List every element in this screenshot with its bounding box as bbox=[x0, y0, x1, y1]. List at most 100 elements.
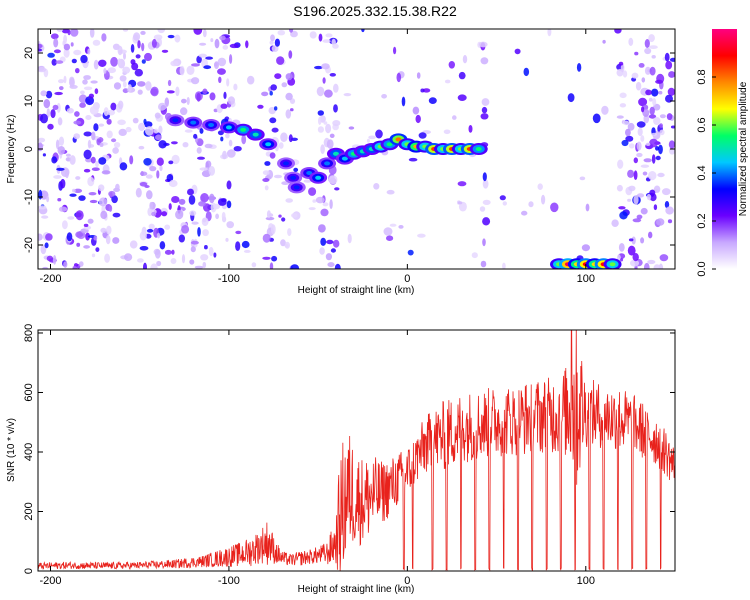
heatmap-noise-cell bbox=[270, 224, 276, 235]
heatmap-noise-cell bbox=[73, 120, 82, 125]
heatmap-noise-cell bbox=[632, 218, 642, 223]
spectrogram-signal-track bbox=[166, 114, 622, 269]
heatmap-noise-cell bbox=[482, 172, 487, 182]
heatmap-noise-cell bbox=[308, 207, 316, 211]
heatmap-noise-cell bbox=[478, 41, 488, 48]
signal-core bbox=[252, 132, 259, 137]
heatmap-noise-cell bbox=[227, 96, 235, 105]
heatmap-noise-cell bbox=[640, 164, 650, 168]
heatmap-noise-cell bbox=[482, 199, 491, 205]
heatmap-noise-cell bbox=[156, 170, 160, 179]
heatmap-noise-cell bbox=[329, 133, 335, 138]
heatmap-noise-cell bbox=[156, 232, 161, 239]
heatmap-noise-cell bbox=[117, 45, 123, 56]
heatmap-noise-cell bbox=[112, 147, 119, 154]
heatmap-noise-cell bbox=[269, 40, 274, 45]
heatmap-noise-cell bbox=[178, 234, 185, 243]
heatmap-noise-cell bbox=[333, 83, 339, 93]
heatmap-noise-cell bbox=[119, 162, 128, 171]
heatmap-noise-cell bbox=[83, 86, 93, 91]
heatmap-noise-cell bbox=[221, 211, 226, 221]
heatmap-noise-cell bbox=[85, 115, 92, 120]
heatmap-noise-cell bbox=[422, 88, 431, 93]
heatmap-noise-cell bbox=[225, 133, 230, 139]
heatmap-noise-cell bbox=[628, 143, 635, 149]
heatmap-noise-cell bbox=[87, 218, 94, 224]
heatmap-noise-cell bbox=[175, 209, 184, 220]
heatmap-noise-cell bbox=[636, 214, 643, 220]
spectrogram-noise bbox=[38, 29, 675, 269]
heatmap-noise-cell bbox=[318, 116, 322, 125]
heatmap-noise-cell bbox=[148, 223, 155, 230]
heatmap-noise-cell bbox=[198, 201, 207, 207]
heatmap-noise-cell bbox=[83, 75, 91, 80]
heatmap-noise-cell bbox=[44, 242, 49, 249]
snr-y-ticks: 0 200 400 600 800 bbox=[23, 324, 675, 574]
heatmap-noise-cell bbox=[274, 174, 282, 179]
heatmap-noise-cell bbox=[139, 246, 149, 251]
heatmap-noise-cell bbox=[208, 246, 214, 257]
heatmap-noise-cell bbox=[619, 92, 627, 99]
heatmap-noise-cell bbox=[111, 195, 118, 204]
heatmap-noise-cell bbox=[145, 126, 154, 136]
heatmap-noise-cell bbox=[51, 156, 58, 164]
heatmap-noise-cell bbox=[655, 146, 659, 151]
snr-y-label: SNR (10 * v/v) bbox=[6, 418, 17, 482]
heatmap-noise-cell bbox=[190, 240, 199, 245]
heatmap-noise-cell bbox=[274, 38, 280, 47]
heatmap-noise-cell bbox=[502, 201, 507, 206]
heatmap-noise-cell bbox=[581, 244, 591, 252]
heatmap-noise-cell bbox=[662, 188, 671, 196]
heatmap-noise-cell bbox=[201, 170, 211, 178]
heatmap-noise-cell bbox=[46, 255, 54, 262]
heatmap-noise-cell bbox=[135, 187, 142, 198]
heatmap-noise-cell bbox=[106, 225, 112, 235]
heatmap-noise-cell bbox=[269, 91, 273, 96]
heatmap-noise-cell bbox=[122, 29, 129, 32]
heatmap-noise-cell bbox=[143, 118, 147, 125]
heatmap-noise-cell bbox=[83, 245, 90, 249]
heatmap-noise-cell bbox=[193, 133, 198, 139]
heatmap-noise-cell bbox=[528, 201, 534, 208]
heatmap-noise-cell bbox=[91, 131, 96, 141]
heatmap-noise-cell bbox=[80, 54, 88, 64]
heatmap-noise-cell bbox=[325, 33, 333, 38]
heatmap-noise-cell bbox=[131, 62, 139, 71]
heatmap-noise-cell bbox=[50, 33, 59, 40]
heatmap-noise-cell bbox=[471, 252, 478, 259]
heatmap-noise-cell bbox=[420, 88, 425, 93]
heatmap-noise-cell bbox=[79, 102, 86, 108]
heatmap-noise-cell bbox=[42, 266, 49, 269]
heatmap-noise-cell bbox=[58, 79, 65, 84]
heatmap-noise-cell bbox=[444, 79, 451, 84]
heatmap-noise-cell bbox=[241, 240, 250, 249]
heatmap-noise-cell bbox=[235, 230, 242, 235]
heatmap-noise-cell bbox=[209, 193, 215, 204]
heatmap-noise-cell bbox=[149, 201, 154, 210]
heatmap-noise-cell bbox=[655, 155, 661, 161]
heatmap-noise-cell bbox=[262, 233, 271, 243]
heatmap-noise-cell bbox=[199, 128, 204, 134]
y-tick-label: 20 bbox=[23, 47, 35, 59]
colorbar-gradient bbox=[712, 29, 737, 269]
heatmap-noise-cell bbox=[89, 105, 99, 115]
heatmap-noise-cell bbox=[38, 48, 43, 52]
heatmap-noise-cell bbox=[137, 89, 143, 95]
heatmap-noise-cell bbox=[138, 122, 146, 131]
heatmap-noise-cell bbox=[199, 42, 207, 46]
heatmap-noise-cell bbox=[457, 94, 467, 101]
heatmap-noise-cell bbox=[452, 115, 457, 120]
heatmap-noise-cell bbox=[63, 43, 71, 51]
heatmap-noise-cell bbox=[83, 131, 92, 137]
heatmap-noise-cell bbox=[67, 29, 71, 36]
heatmap-noise-cell bbox=[601, 105, 609, 115]
heatmap-noise-cell bbox=[633, 157, 638, 164]
heatmap-noise-cell bbox=[579, 176, 586, 181]
heatmap-noise-cell bbox=[659, 114, 666, 119]
heatmap-noise-cell bbox=[57, 198, 62, 202]
heatmap-noise-cell bbox=[141, 42, 145, 52]
colorbar-tick-label: 0.4 bbox=[696, 165, 708, 180]
heatmap-noise-cell bbox=[398, 225, 404, 229]
heatmap-noise-cell bbox=[164, 224, 171, 230]
